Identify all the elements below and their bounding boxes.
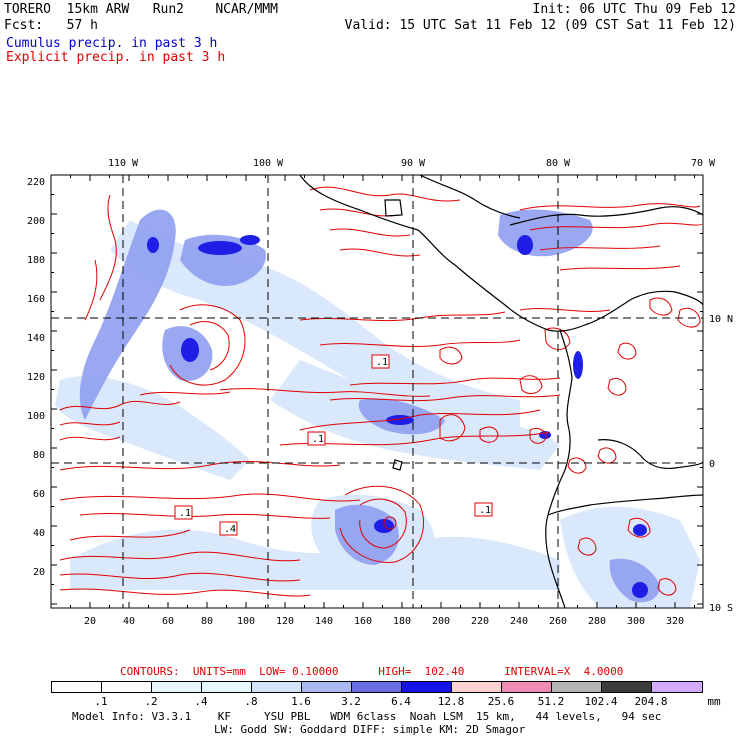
valid-time: Valid: 15 UTC Sat 11 Feb 12 (09 CST Sat … xyxy=(344,18,736,33)
x-tick-labels: 20 40 60 80 100 120 140 160 180 200 220 … xyxy=(84,616,684,627)
lat-label: 10 N xyxy=(709,314,733,325)
colorbar-cell xyxy=(551,681,602,693)
colorbar-cell xyxy=(451,681,502,693)
x-tick-label: 140 xyxy=(315,616,333,627)
svg-text:.1: .1 xyxy=(179,508,191,519)
colorbar-label: 1.6 xyxy=(291,695,311,708)
contour-info: CONTOURS: UNITS=mm LOW= 0.10000 HIGH= 10… xyxy=(120,665,624,678)
y-tick-label: 100 xyxy=(27,411,45,422)
model-title: TORERO 15km ARW Run2 NCAR/MMM xyxy=(4,2,278,17)
lon-label: 110 W xyxy=(108,158,139,169)
forecast-hour: Fcst: 57 h xyxy=(4,18,98,33)
colorbar-cell xyxy=(251,681,302,693)
y-tick-label: 200 xyxy=(27,216,45,227)
map-frame xyxy=(50,174,704,609)
cumulus-precip-areas xyxy=(79,209,660,603)
y-tick-label: 120 xyxy=(27,372,45,383)
model-info: Model Info: V3.3.1 KF YSU PBL WDM 6class… xyxy=(72,710,662,723)
cumulus-legend: Cumulus precip. in past 3 h xyxy=(6,36,218,51)
y-tick-labels: 220 200 180 160 140 120 100 80 60 40 20 xyxy=(27,177,45,578)
colorbar-cell xyxy=(301,681,352,693)
x-tick-label: 220 xyxy=(471,616,489,627)
lon-label: 100 W xyxy=(253,158,284,169)
lat-label: 0 xyxy=(709,459,715,470)
x-tick-label: 320 xyxy=(666,616,684,627)
contour-label: .1 xyxy=(474,502,493,517)
lon-label: 80 W xyxy=(546,158,571,169)
x-tick-label: 240 xyxy=(510,616,528,627)
colorbar-cell xyxy=(51,681,102,693)
init-time: Init: 06 UTC Thu 09 Feb 12 xyxy=(532,2,737,17)
x-tick-label: 160 xyxy=(354,616,372,627)
x-tick-label: 260 xyxy=(549,616,567,627)
colorbar-label: .1 xyxy=(94,695,108,708)
colorbar-label: .4 xyxy=(194,695,208,708)
svg-text:.1: .1 xyxy=(479,505,491,516)
x-tick-label: 200 xyxy=(432,616,450,627)
colorbar-label: 204.8 xyxy=(634,695,668,708)
x-tick-label: 80 xyxy=(201,616,213,627)
axis-ticks xyxy=(51,175,703,608)
colorbar-label: 25.6 xyxy=(487,695,515,708)
y-tick-label: 40 xyxy=(33,528,45,539)
colorbar-cell xyxy=(601,681,652,693)
y-tick-label: 80 xyxy=(33,450,45,461)
lon-label: 90 W xyxy=(401,158,426,169)
contour-label: .1 xyxy=(174,505,193,520)
colorbar-cell xyxy=(401,681,452,693)
colorbar-label: 51.2 xyxy=(537,695,565,708)
latitude-labels: 10 N 0 10 S xyxy=(709,314,733,614)
x-tick-label: 280 xyxy=(588,616,606,627)
colorbar-cell xyxy=(151,681,202,693)
svg-text:.1: .1 xyxy=(376,357,388,368)
coastlines xyxy=(299,175,703,608)
contour-label: .4 xyxy=(219,521,238,536)
colorbar-units: mm xyxy=(707,695,721,708)
colorbar-cell xyxy=(351,681,402,693)
y-tick-label: 160 xyxy=(27,294,45,305)
colorbar-label: 12.8 xyxy=(437,695,465,708)
model-info-physics: LW: Godd SW: Goddard DIFF: simple KM: 2D… xyxy=(214,723,526,736)
svg-text:.4: .4 xyxy=(224,524,236,535)
y-tick-label: 180 xyxy=(27,255,45,266)
explicit-legend: Explicit precip. in past 3 h xyxy=(6,50,226,65)
colorbar-label: .8 xyxy=(244,695,258,708)
svg-text:.1: .1 xyxy=(312,434,324,445)
x-tick-label: 100 xyxy=(237,616,255,627)
y-tick-label: 20 xyxy=(33,567,45,578)
lat-label: 10 S xyxy=(709,603,733,614)
contour-label: .1 xyxy=(307,431,326,446)
contour-label: .1 xyxy=(371,354,390,369)
colorbar-label: .2 xyxy=(144,695,158,708)
y-tick-label: 220 xyxy=(27,177,45,188)
colorbar-label: 6.4 xyxy=(391,695,411,708)
precip-map: .1 .1 .1 .4 .1 110 W 100 W 90 W 80 W 70 … xyxy=(27,158,733,627)
x-tick-label: 180 xyxy=(393,616,411,627)
colorbar-label: 3.2 xyxy=(341,695,361,708)
heavy-cumulus-cores xyxy=(147,235,648,598)
x-tick-label: 40 xyxy=(123,616,135,627)
x-tick-label: 60 xyxy=(162,616,174,627)
x-tick-label: 120 xyxy=(276,616,294,627)
y-tick-label: 140 xyxy=(27,333,45,344)
colorbar-cell xyxy=(651,681,703,693)
x-tick-label: 20 xyxy=(84,616,96,627)
longitude-labels: 110 W 100 W 90 W 80 W 70 W xyxy=(108,158,716,169)
colorbar-cell xyxy=(101,681,152,693)
contour-labels: .1 .1 .1 .4 .1 xyxy=(174,354,493,536)
colorbar-cell xyxy=(501,681,552,693)
x-tick-label: 300 xyxy=(627,616,645,627)
colorbar-cell xyxy=(201,681,252,693)
lon-label: 70 W xyxy=(691,158,716,169)
y-tick-label: 60 xyxy=(33,489,45,500)
lat-lon-grid xyxy=(51,175,703,608)
colorbar-label: 102.4 xyxy=(584,695,618,708)
